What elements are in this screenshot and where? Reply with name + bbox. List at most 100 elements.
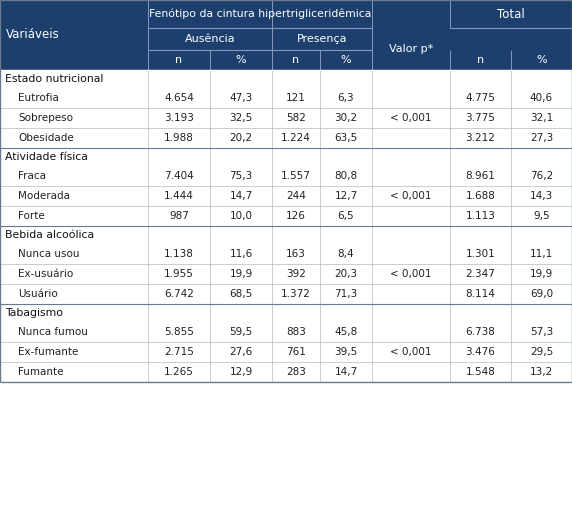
Text: < 0,001: < 0,001 (390, 269, 432, 279)
Text: Presença: Presença (297, 34, 347, 44)
Text: 32,1: 32,1 (530, 113, 553, 123)
Text: 11,1: 11,1 (530, 249, 553, 259)
Text: 47,3: 47,3 (229, 93, 253, 103)
Text: 19,9: 19,9 (229, 269, 253, 279)
Text: %: % (536, 55, 547, 65)
Text: n: n (176, 55, 182, 65)
Text: 75,3: 75,3 (229, 171, 253, 181)
Text: 1.444: 1.444 (164, 191, 194, 201)
Text: 12,9: 12,9 (229, 367, 253, 377)
Text: 1.138: 1.138 (164, 249, 194, 259)
Text: 1.372: 1.372 (281, 289, 311, 299)
Text: Atividade física: Atividade física (5, 152, 88, 162)
Text: 39,5: 39,5 (335, 347, 358, 357)
Bar (0, 70, 572, 88)
Text: 5.855: 5.855 (164, 327, 194, 337)
Text: 10,0: 10,0 (229, 211, 252, 221)
Text: 987: 987 (169, 211, 189, 221)
Text: 883: 883 (286, 327, 306, 337)
Text: 19,9: 19,9 (530, 269, 553, 279)
Text: 4.654: 4.654 (164, 93, 194, 103)
Text: Usuário: Usuário (18, 289, 58, 299)
Text: Fenótipo da cintura hipertrigliceridêmica: Fenótipo da cintura hipertrigliceridêmic… (149, 9, 371, 19)
Text: Valor p*: Valor p* (389, 44, 433, 54)
Text: 59,5: 59,5 (229, 327, 253, 337)
Bar (0, 226, 572, 244)
Text: < 0,001: < 0,001 (390, 113, 432, 123)
Bar (0, 0, 572, 28)
Text: 3.212: 3.212 (466, 133, 495, 143)
Text: Variáveis: Variáveis (6, 29, 59, 42)
Text: 20,2: 20,2 (229, 133, 253, 143)
Text: Nunca usou: Nunca usou (18, 249, 80, 259)
Text: 6,5: 6,5 (337, 211, 354, 221)
Text: Tabagismo: Tabagismo (5, 308, 63, 318)
Text: 1.113: 1.113 (466, 211, 495, 221)
Text: Ex-usuário: Ex-usuário (18, 269, 73, 279)
Text: 126: 126 (286, 211, 306, 221)
Text: Nunca fumou: Nunca fumou (18, 327, 88, 337)
Text: 3.775: 3.775 (466, 113, 495, 123)
Bar (0, 128, 572, 148)
Text: 14,7: 14,7 (335, 367, 358, 377)
Text: 2.347: 2.347 (466, 269, 495, 279)
Bar (0, 206, 572, 226)
Text: Moderada: Moderada (18, 191, 70, 201)
Text: 12,7: 12,7 (335, 191, 358, 201)
Text: 13,2: 13,2 (530, 367, 553, 377)
Text: 2.715: 2.715 (164, 347, 194, 357)
Bar (0, 28, 572, 50)
Text: < 0,001: < 0,001 (390, 191, 432, 201)
Text: 80,8: 80,8 (335, 171, 358, 181)
Text: 392: 392 (286, 269, 306, 279)
Bar (0, 186, 572, 206)
Text: Fumante: Fumante (18, 367, 63, 377)
Text: 1.557: 1.557 (281, 171, 311, 181)
Text: 40,6: 40,6 (530, 93, 553, 103)
Text: 4.775: 4.775 (466, 93, 495, 103)
Text: 1.265: 1.265 (164, 367, 194, 377)
Text: Fraca: Fraca (18, 171, 46, 181)
Text: n: n (477, 55, 484, 65)
Text: 45,8: 45,8 (335, 327, 358, 337)
Text: 8,4: 8,4 (337, 249, 354, 259)
Text: Forte: Forte (18, 211, 45, 221)
Text: 20,3: 20,3 (335, 269, 358, 279)
Text: 8.114: 8.114 (466, 289, 495, 299)
Text: 3.193: 3.193 (164, 113, 194, 123)
Text: %: % (341, 55, 351, 65)
Text: 30,2: 30,2 (335, 113, 358, 123)
Text: 6,3: 6,3 (337, 93, 354, 103)
Bar (0, 362, 572, 382)
Text: 27,6: 27,6 (229, 347, 253, 357)
Text: 1.301: 1.301 (466, 249, 495, 259)
Text: 283: 283 (286, 367, 306, 377)
Text: 163: 163 (286, 249, 306, 259)
Text: 244: 244 (286, 191, 306, 201)
Text: n: n (292, 55, 300, 65)
Bar (0, 166, 572, 186)
Text: 57,3: 57,3 (530, 327, 553, 337)
Text: 32,5: 32,5 (229, 113, 253, 123)
Text: Ausência: Ausência (185, 34, 235, 44)
Text: %: % (236, 55, 247, 65)
Text: 7.404: 7.404 (164, 171, 194, 181)
Text: Obesidade: Obesidade (18, 133, 74, 143)
Text: Total: Total (497, 7, 525, 20)
Bar (0, 304, 572, 322)
Bar (0, 50, 572, 70)
Text: < 0,001: < 0,001 (390, 347, 432, 357)
Text: Bebida alcoólica: Bebida alcoólica (5, 230, 94, 240)
Text: 11,6: 11,6 (229, 249, 253, 259)
Text: 63,5: 63,5 (335, 133, 358, 143)
Text: 29,5: 29,5 (530, 347, 553, 357)
Text: 6.738: 6.738 (466, 327, 495, 337)
Text: 8.961: 8.961 (466, 171, 495, 181)
Text: 1.955: 1.955 (164, 269, 194, 279)
Text: 76,2: 76,2 (530, 171, 553, 181)
Text: 27,3: 27,3 (530, 133, 553, 143)
Text: 71,3: 71,3 (335, 289, 358, 299)
Text: 1.548: 1.548 (466, 367, 495, 377)
Text: 3.476: 3.476 (466, 347, 495, 357)
Bar (0, 322, 572, 342)
